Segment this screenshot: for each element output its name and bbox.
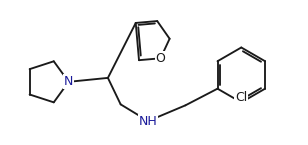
Text: N: N xyxy=(64,75,73,88)
Text: Cl: Cl xyxy=(235,91,247,104)
Text: O: O xyxy=(156,52,165,65)
Text: NH: NH xyxy=(139,115,157,128)
